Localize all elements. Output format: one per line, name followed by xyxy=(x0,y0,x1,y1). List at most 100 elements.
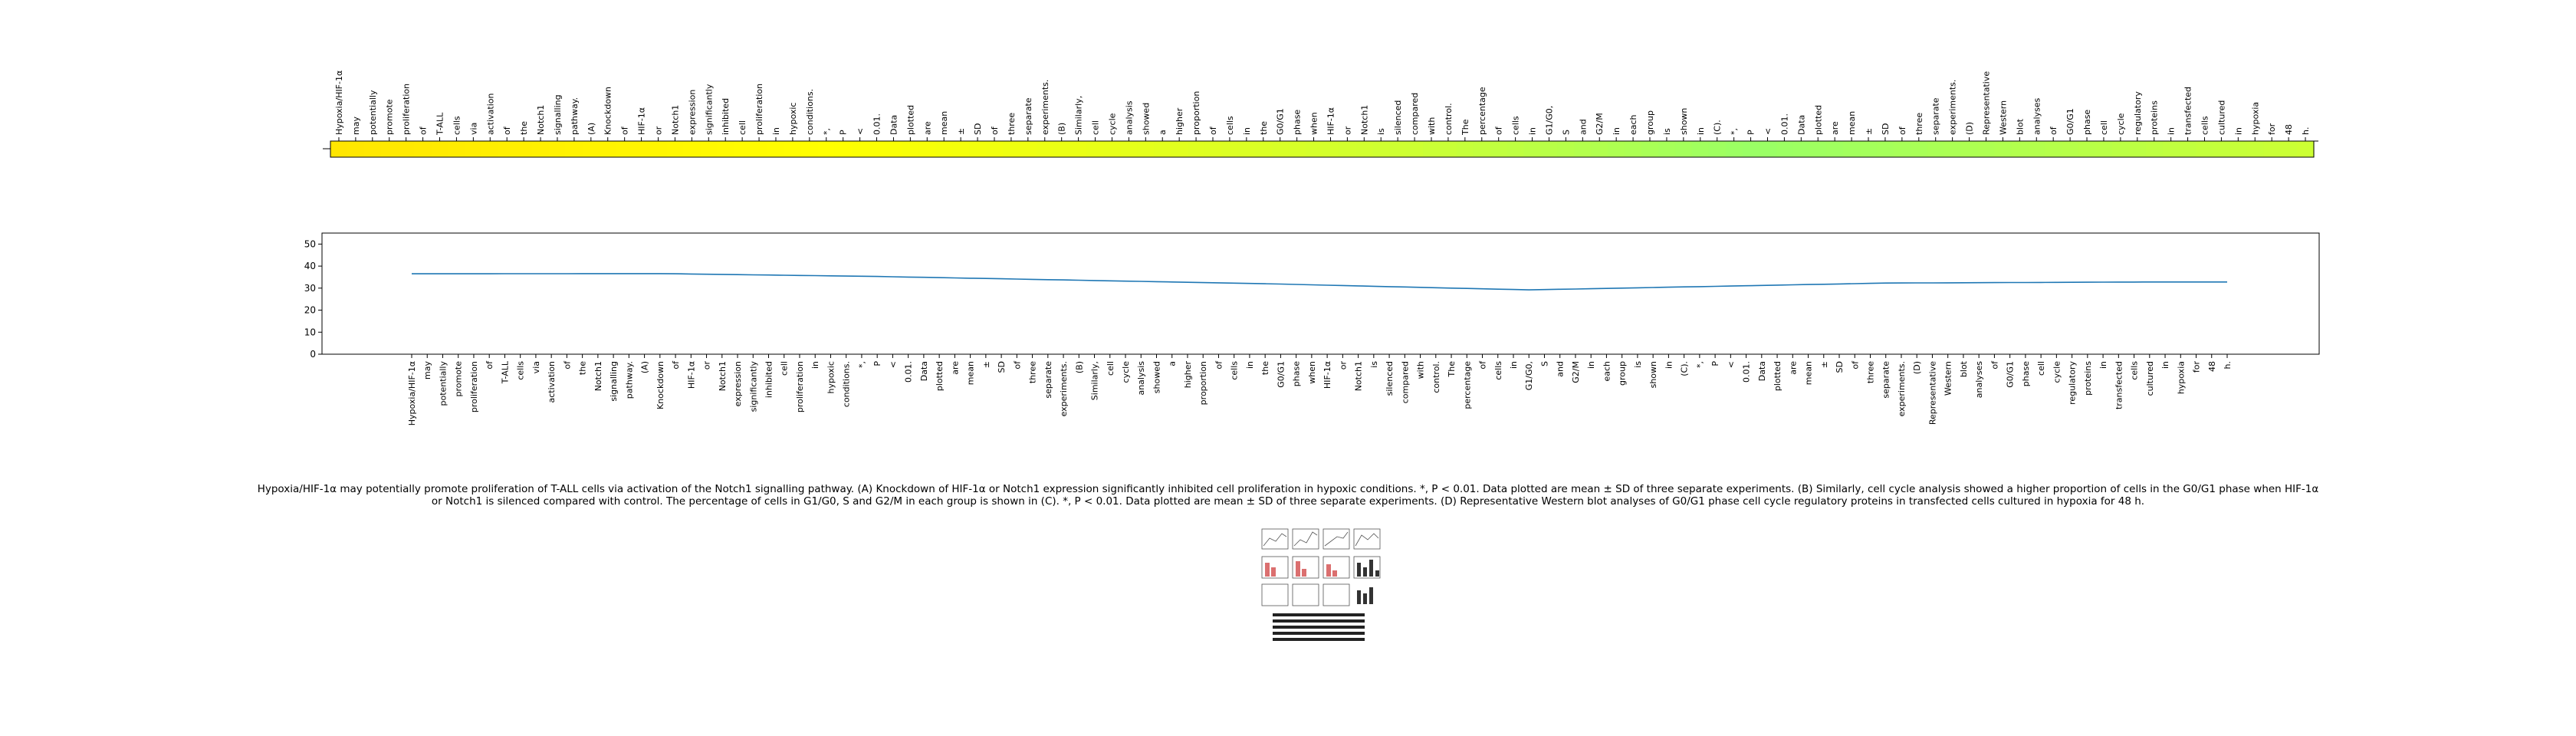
heatmap-cell xyxy=(1305,141,1323,157)
heatmap-cell xyxy=(800,141,819,157)
heatmap-tick-label: HIF-1α xyxy=(637,107,647,135)
heatmap-tick-label: inhibited xyxy=(721,98,731,135)
heatmap-tick-label: significantly xyxy=(704,84,714,135)
heatmap-tick-label: in xyxy=(1528,127,1538,135)
heatmap-tick-label: in xyxy=(2233,127,2243,135)
heatmap-tick-label: G1/G0, xyxy=(1544,106,1554,135)
heatmap-cell xyxy=(717,141,734,157)
x-tick-label: a xyxy=(1168,361,1178,366)
heatmap-cell xyxy=(2162,141,2180,157)
heatmap-cell xyxy=(2297,141,2315,157)
heatmap-tick-label: ± xyxy=(956,128,966,135)
x-tick-label: regulatory xyxy=(2068,361,2078,405)
heatmap-tick-label: cell xyxy=(738,120,748,135)
heatmap-cell xyxy=(2062,141,2079,157)
heatmap-tick-label: shown xyxy=(1679,108,1689,135)
heatmap-cell xyxy=(599,141,617,157)
heatmap-cell xyxy=(751,141,768,157)
x-tick-label: cells xyxy=(516,361,526,380)
heatmap-cell xyxy=(1860,141,1878,157)
heatmap-tick-label: the xyxy=(1259,121,1269,135)
y-tick-label: 40 xyxy=(304,261,316,271)
heatmap-cell xyxy=(666,141,684,157)
heatmap-cell xyxy=(565,141,583,157)
heatmap-cell xyxy=(1591,141,1608,157)
heatmap-cell xyxy=(734,141,751,157)
heatmap-cell xyxy=(1389,141,1407,157)
x-tick-label: cells xyxy=(2130,361,2140,380)
heatmap-cell xyxy=(834,141,853,157)
heatmap-tick-label: in xyxy=(771,127,781,135)
heatmap-tick-label: of xyxy=(419,126,429,135)
heatmap-cell xyxy=(380,141,399,157)
heatmap-cell xyxy=(582,141,600,157)
x-tick-label: may xyxy=(422,361,432,380)
heatmap-tick-label: cell xyxy=(2099,120,2109,135)
x-tick-label: three xyxy=(1028,361,1038,383)
x-tick-label: the xyxy=(1260,361,1270,375)
x-tick-label: of xyxy=(1850,360,1860,370)
x-tick-label: Western xyxy=(1944,361,1953,396)
heatmap-cell xyxy=(2213,141,2230,157)
x-tick-label: HIF-1α xyxy=(1322,361,1332,389)
x-tick-label: of xyxy=(1214,360,1224,370)
x-tick-label: G0/G1 xyxy=(1276,361,1286,388)
x-tick-label: via xyxy=(531,361,541,373)
heatmap-tick-label: in xyxy=(1696,127,1706,135)
heatmap-tick-label: analysis xyxy=(1124,100,1134,135)
heatmap-cell xyxy=(1725,141,1743,157)
heatmap-tick-label: ± xyxy=(1864,128,1874,135)
x-tick-label: analysis xyxy=(1136,361,1146,396)
heatmap-cell xyxy=(1473,141,1491,157)
heatmap-cell xyxy=(2045,141,2062,157)
x-tick-label: in xyxy=(810,361,820,369)
heatmap-tick-label: and xyxy=(1578,119,1588,135)
heatmap-cell xyxy=(431,141,449,157)
heatmap-tick-label: proteins xyxy=(2150,100,2160,135)
heatmap-tick-label: proportion xyxy=(1191,91,1201,135)
heatmap-tick-label: < xyxy=(1763,128,1773,135)
heatmap-cell xyxy=(1423,141,1441,157)
heatmap-tick-label: 0.01. xyxy=(872,113,882,135)
heatmap-cell xyxy=(969,141,987,157)
heatmap-tick-label: expression xyxy=(687,90,697,135)
x-tick-label: compared xyxy=(1400,361,1410,403)
x-tick-label: promote xyxy=(454,361,464,397)
heatmap-tick-label: percentage xyxy=(1477,87,1487,135)
heatmap-tick-label: cultured xyxy=(2216,100,2226,135)
heatmap-tick-label: promote xyxy=(385,99,395,135)
heatmap-cell xyxy=(1977,141,1996,157)
caption-line-1: Hypoxia/HIF-1α may potentially promote p… xyxy=(257,483,2319,495)
x-tick-label: group xyxy=(1618,361,1628,386)
x-tick-label: phase xyxy=(1292,361,1302,386)
heatmap-cell xyxy=(616,141,634,157)
x-tick-label: of xyxy=(485,360,495,370)
heatmap-tick-label: (A) xyxy=(586,123,596,135)
x-tick-label: in xyxy=(1586,361,1596,369)
heatmap-tick-label: control. xyxy=(1444,103,1454,135)
x-tick-label: hypoxic xyxy=(826,361,836,393)
x-tick-label: mean xyxy=(966,361,976,385)
x-tick-label: showed xyxy=(1152,361,1162,393)
x-tick-label: in xyxy=(2160,361,2170,369)
heatmap-tick-label: transfected xyxy=(2183,87,2193,135)
x-tick-label: G1/G0, xyxy=(1524,361,1534,390)
heatmap-cell xyxy=(414,141,432,157)
y-tick-label: 50 xyxy=(304,238,316,249)
heatmap-tick-label: mean xyxy=(1847,111,1857,135)
heatmap-cell xyxy=(649,141,668,157)
heatmap-cell xyxy=(1523,141,1542,157)
x-tick-label: higher xyxy=(1183,361,1193,389)
heatmap-cell xyxy=(1120,141,1138,157)
heatmap-tick-label: 48 xyxy=(2284,124,2294,135)
heatmap-tick-label: experiments. xyxy=(1040,80,1050,135)
x-tick-label: experiments. xyxy=(1897,361,1907,416)
heatmap-tick-label: HIF-1α xyxy=(1326,107,1336,135)
x-tick-label: 48 xyxy=(2207,361,2217,372)
x-tick-label: and xyxy=(1556,361,1566,377)
heatmap-cell xyxy=(986,141,1004,157)
heatmap-cell xyxy=(700,141,718,157)
y-tick-label: 10 xyxy=(304,327,316,337)
heatmap-cell xyxy=(1456,141,1474,157)
heatmap-tick-label: in xyxy=(1242,127,1252,135)
